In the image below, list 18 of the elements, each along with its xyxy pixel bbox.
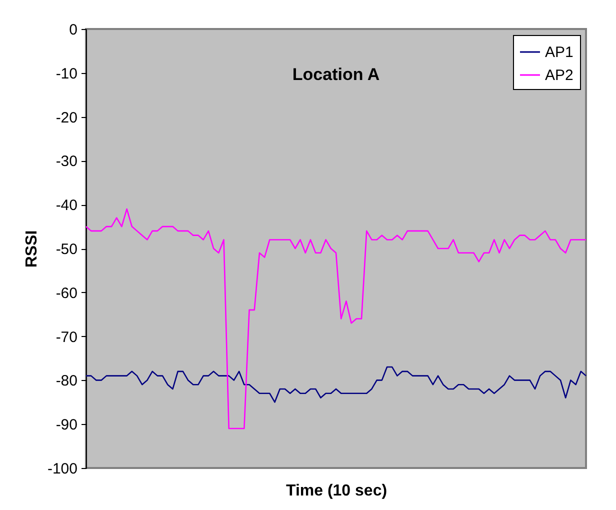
- x-axis-title: Time (10 sec): [286, 482, 388, 500]
- y-tick-label: -70: [56, 328, 78, 346]
- y-tick-label: -50: [56, 241, 78, 258]
- legend-label: AP2: [545, 67, 574, 84]
- y-axis-title: RSSI: [23, 230, 40, 268]
- y-tick-label: -10: [56, 65, 78, 82]
- text: Location A: [292, 65, 380, 84]
- y-tick-label: -90: [56, 416, 78, 434]
- y-tick-label: -60: [56, 284, 78, 302]
- y-tick-label: -100: [47, 460, 78, 478]
- line-series: [85, 208, 587, 430]
- y-tick-label: -40: [56, 197, 78, 214]
- line-series: [85, 366, 587, 403]
- legend-label: AP1: [545, 44, 574, 61]
- y-tick-label: -20: [56, 109, 78, 126]
- y-tick-label: -30: [56, 153, 78, 170]
- y-tick-label: -80: [56, 372, 78, 390]
- y-tick-label: 0: [69, 22, 78, 38]
